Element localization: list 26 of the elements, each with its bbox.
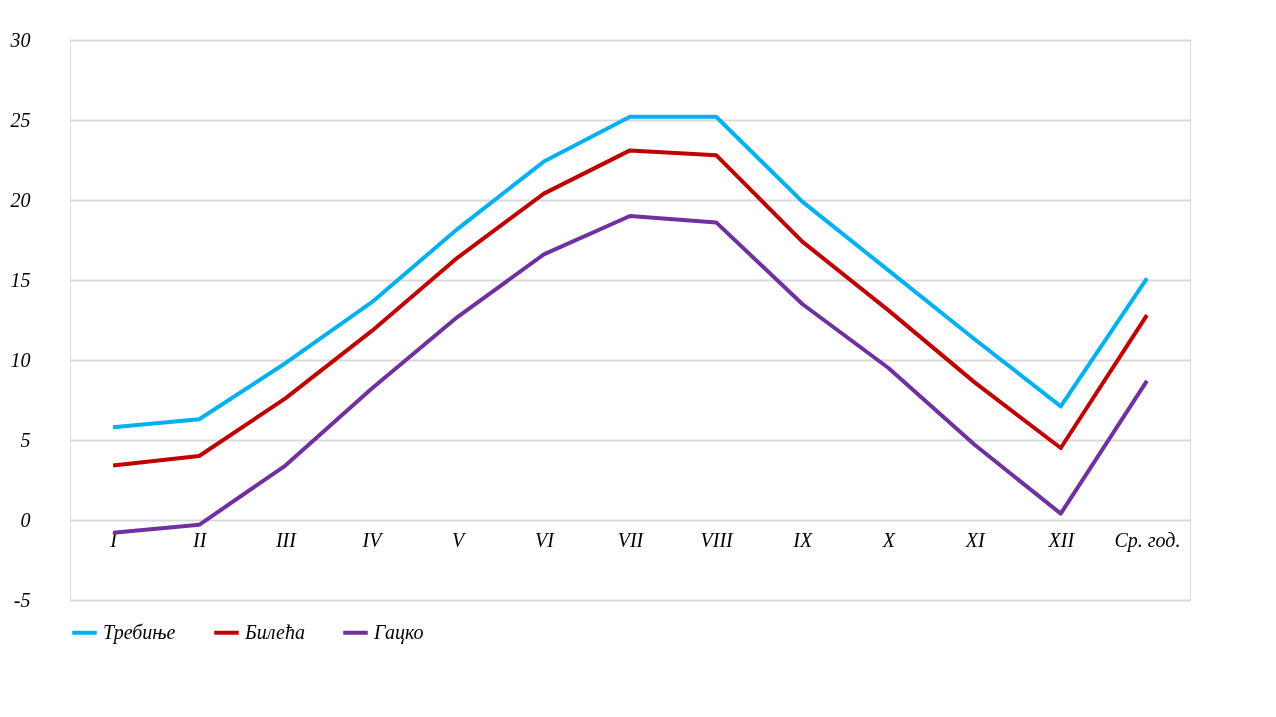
x-tick-label: II bbox=[192, 528, 208, 551]
y-tick-label: 10 bbox=[10, 348, 31, 371]
x-tick-label: VI bbox=[534, 528, 556, 551]
x-tick-label: IV bbox=[361, 528, 385, 551]
y-tick-label: 30 bbox=[9, 28, 31, 51]
x-tick-label: IX bbox=[792, 528, 814, 551]
y-tick-label: 0 bbox=[20, 508, 31, 531]
x-tick-label: XII bbox=[1047, 528, 1076, 551]
x-tick-label: VII bbox=[617, 528, 645, 551]
legend-label: Гацко bbox=[373, 620, 424, 644]
y-tick-label: 5 bbox=[20, 428, 31, 451]
y-tick-label: 25 bbox=[10, 108, 31, 131]
y-tick-label: -5 bbox=[13, 588, 31, 611]
x-tick-label: X bbox=[881, 528, 896, 551]
x-tick-label: V bbox=[452, 528, 468, 551]
y-tick-label: 15 bbox=[10, 268, 31, 291]
line-series bbox=[111, 214, 1149, 535]
y-tick-label: 20 bbox=[10, 188, 31, 211]
legend-label: Билећа bbox=[244, 620, 305, 643]
line-series bbox=[111, 114, 1149, 430]
x-tick-label: VIII bbox=[700, 528, 735, 551]
x-tick-label: Ср. год. bbox=[1114, 528, 1181, 552]
legend-label: Требиње bbox=[103, 620, 176, 644]
x-tick-label: XI bbox=[964, 528, 986, 551]
x-tick-label: III bbox=[274, 528, 298, 551]
line-series bbox=[111, 148, 1149, 468]
